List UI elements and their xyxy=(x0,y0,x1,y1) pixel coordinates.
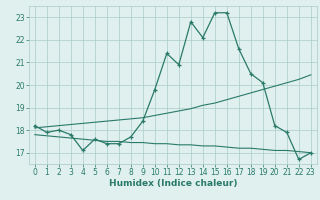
X-axis label: Humidex (Indice chaleur): Humidex (Indice chaleur) xyxy=(108,179,237,188)
